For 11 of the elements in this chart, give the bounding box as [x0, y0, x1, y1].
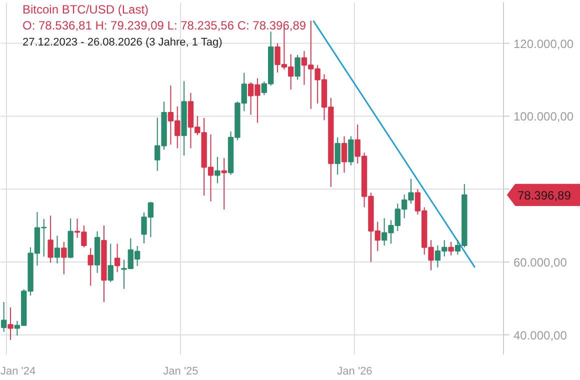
text: O: 78.536,81 H: 79.239,09 L: 78.235,56 C: 78.396,89 — [22, 18, 306, 32]
x-tick-label: Jan '24 — [0, 366, 36, 378]
y-tick-label: 40.000,00 — [514, 328, 568, 342]
x-tick-label: Jan '25 — [163, 366, 198, 378]
x-tick-label: Jan '26 — [337, 366, 372, 378]
y-tick-label: 100.000,00 — [514, 110, 574, 124]
y-tick-label: 120.000,00 — [514, 36, 574, 51]
y-tick-label: 60.000,00 — [514, 255, 568, 270]
text: 78.396,89 — [518, 188, 572, 202]
chart-title: Bitcoin BTC/USD (Last) — [22, 2, 149, 16]
annotation: 27.12.2023 - 26.08.2026 (3 Jahre, 1 Tag) — [22, 36, 222, 48]
